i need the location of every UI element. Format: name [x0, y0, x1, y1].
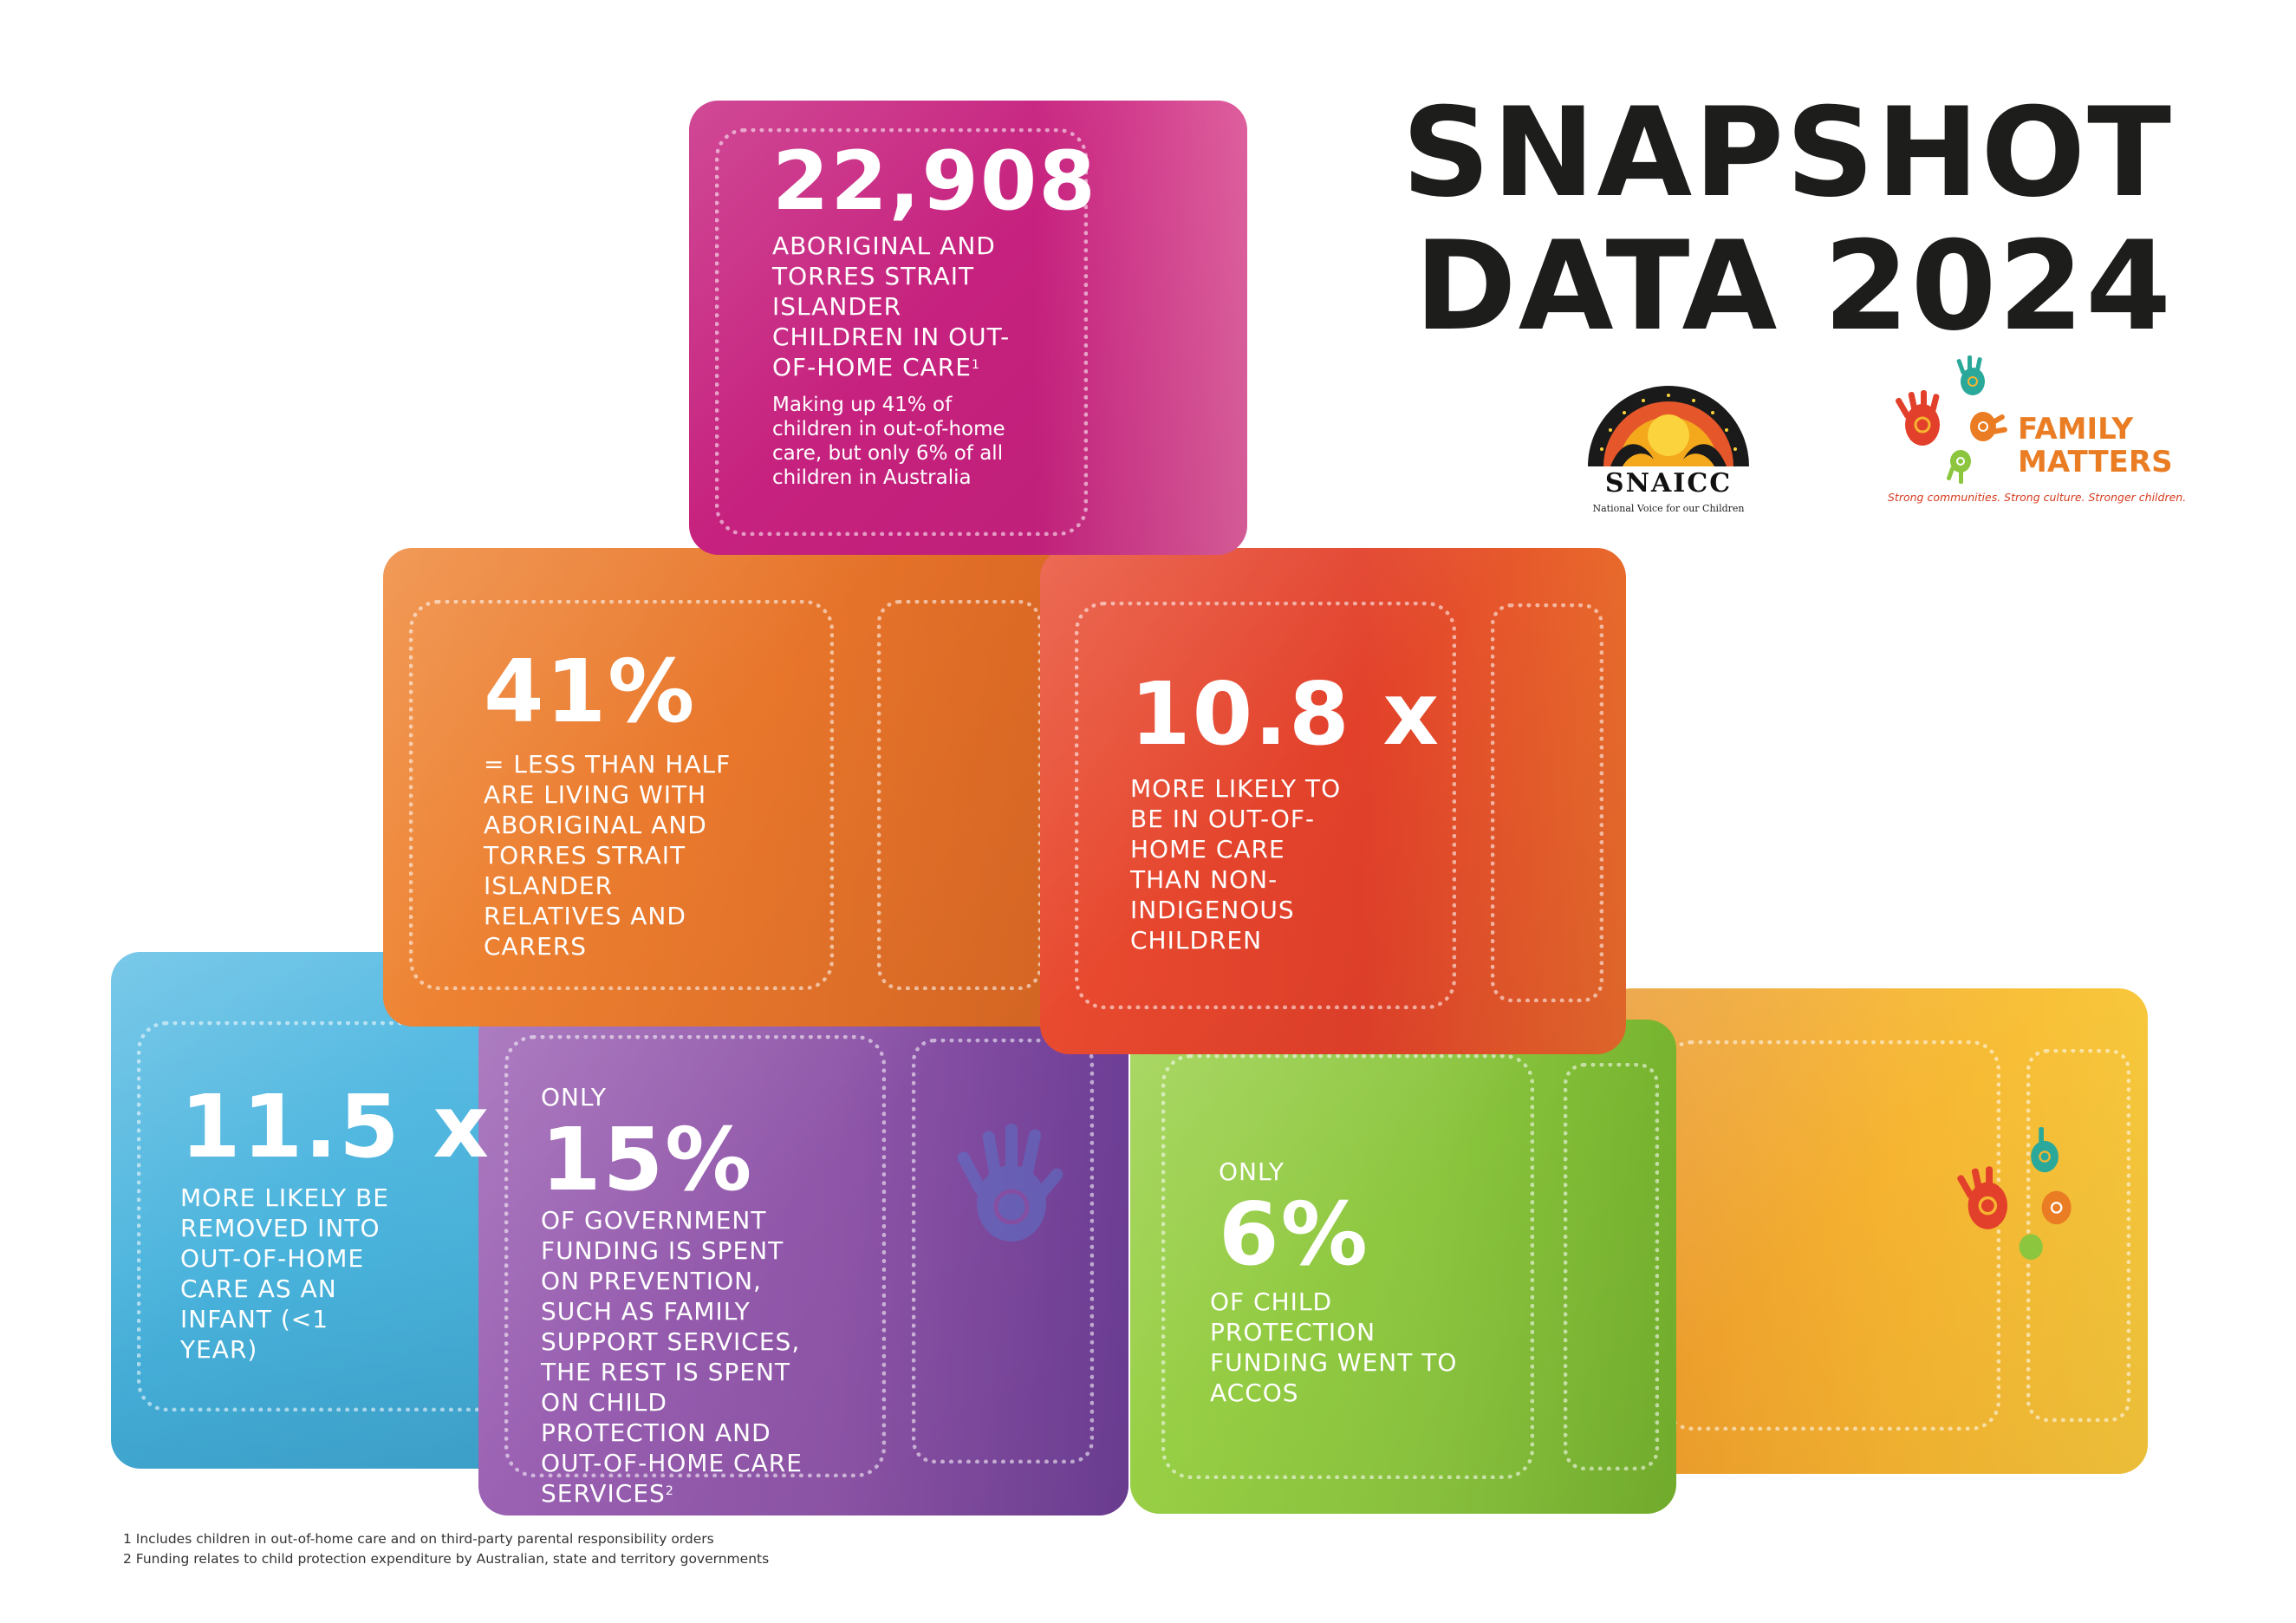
hands-icon [1896, 355, 2007, 484]
stat-description-text: OF GOVERNMENT FUNDING IS SPENT ON PREVEN… [541, 1206, 803, 1508]
block-yellow [1602, 988, 2148, 1474]
block-purple-dots [504, 1035, 886, 1477]
block-orange-face [383, 548, 1068, 1027]
block-green-text: ONLY 6% OF CHILD PROTECTION FUNDING WENT… [1210, 1158, 1505, 1408]
block-purple-face [478, 1004, 1128, 1515]
block-red-side-dots [1491, 603, 1603, 1002]
block-orange: 41% = LESS THAN HALF ARE LIVING WITH ABO… [383, 548, 1068, 1027]
block-blue-text: 11.5 x MORE LIKELY BE REMOVED INTO OUT-O… [180, 1082, 544, 1365]
family-matters-tagline: Strong communities. Strong culture. Stro… [1888, 491, 2187, 504]
block-purple: ONLY 15% OF GOVERNMENT FUNDING IS SPENT … [478, 1004, 1128, 1515]
stat-description: OF GOVERNMENT FUNDING IS SPENT ON PREVEN… [541, 1205, 827, 1509]
stat-description: MORE LIKELY TO BE IN OUT-OF-HOME CARE TH… [1130, 774, 1342, 955]
stat-prefix: ONLY [1219, 1157, 1285, 1186]
block-red-text: 10.8 x MORE LIKELY TO BE IN OUT-OF-HOME … [1130, 663, 1441, 955]
block-red-dots [1075, 602, 1456, 1009]
stat-value: 6% [1219, 1183, 1369, 1285]
stat-description: MORE LIKELY BE REMOVED INTO OUT-OF-HOME … [180, 1183, 389, 1364]
block-orange-text: 41% = LESS THAN HALF ARE LIVING WITH ABO… [484, 647, 761, 961]
footnote-1: 1 Includes children in out-of-home care … [123, 1531, 714, 1547]
footnote-2: 2 Funding relates to child protection ex… [123, 1551, 770, 1567]
block-green-dots [1161, 1054, 1534, 1479]
stat-value: 22,908 [772, 134, 1097, 229]
block-orange-dots [409, 600, 834, 990]
stat-description: ABORIGINAL AND TORRES STRAIT ISLANDER CH… [772, 231, 1032, 382]
title-line-1: SNAPSHOT [1402, 81, 2173, 225]
block-green-face [1130, 1020, 1676, 1514]
block-purple-side-dots [912, 1039, 1094, 1463]
block-magenta-text: 22,908 ABORIGINAL AND TORRES STRAIT ISLA… [772, 134, 1097, 490]
family-matters-logo: FAMILY MATTERS Strong communities. Stron… [1888, 355, 2187, 512]
snaicc-name: SNAICC [1604, 468, 1733, 499]
block-red-face [1040, 548, 1626, 1054]
stat-prefix: ONLY [541, 1083, 607, 1111]
family-matters-wordmark: FAMILY MATTERS [2018, 413, 2173, 479]
page-title: SNAPSHOT DATA 2024 [1393, 87, 2173, 354]
footnote-ref: 2 [665, 1484, 674, 1498]
stat-value: 41% [484, 641, 697, 742]
block-yellow-face [1602, 988, 2148, 1474]
stat-note: Making up 41% of children in out-of-home… [772, 394, 1005, 489]
hands-icon [1957, 1127, 2072, 1260]
block-magenta-dots [715, 128, 1088, 536]
block-magenta: 22,908 ABORIGINAL AND TORRES STRAIT ISLA… [689, 101, 1247, 555]
title-line-2: DATA 2024 [1414, 215, 2173, 358]
family-word: FAMILY [2018, 412, 2134, 446]
snaicc-emblem-icon [1588, 386, 1749, 466]
stat-description: OF CHILD PROTECTION FUNDING WENT TO ACCO… [1210, 1287, 1458, 1407]
block-magenta-face [689, 101, 1247, 555]
footnotes: 1 Includes children in out-of-home care … [123, 1529, 769, 1569]
snaicc-logo: SNAICC National Voice for our Children [1577, 380, 1759, 518]
block-green-side-dots [1564, 1063, 1659, 1470]
block-purple-text: ONLY 15% OF GOVERNMENT FUNDING IS SPENT … [541, 1084, 827, 1509]
snaicc-tagline: National Voice for our Children [1592, 503, 1745, 514]
block-green: ONLY 6% OF CHILD PROTECTION FUNDING WENT… [1130, 1020, 1676, 1514]
stat-value: 11.5 x [180, 1076, 491, 1177]
hand-icon [957, 1124, 1063, 1242]
block-orange-side-dots [877, 600, 1042, 990]
matters-word: MATTERS [2018, 445, 2173, 479]
stat-value: 15% [541, 1109, 754, 1210]
footnote-ref: 1 [971, 358, 980, 372]
stat-value: 10.8 x [1130, 663, 1441, 765]
block-red: 10.8 x MORE LIKELY TO BE IN OUT-OF-HOME … [1040, 548, 1626, 1054]
stat-description: = LESS THAN HALF ARE LIVING WITH ABORIGI… [484, 750, 732, 961]
stat-description-text: ABORIGINAL AND TORRES STRAIT ISLANDER CH… [772, 231, 1011, 381]
